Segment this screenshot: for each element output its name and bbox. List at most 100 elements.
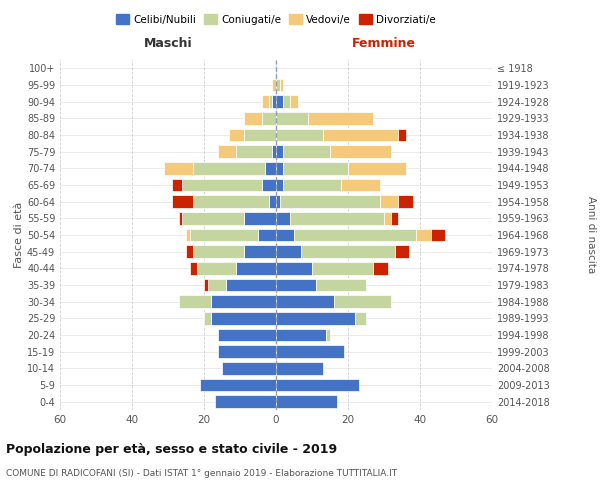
Bar	[211, 312, 276, 324]
Bar	[218, 346, 276, 358]
Bar	[204, 312, 211, 324]
Bar	[280, 196, 380, 208]
Bar	[301, 246, 395, 258]
Bar	[276, 96, 283, 108]
Bar	[276, 229, 294, 241]
Bar	[211, 296, 276, 308]
Bar	[182, 179, 262, 192]
Bar	[290, 96, 298, 108]
Bar	[398, 129, 406, 141]
Bar	[193, 246, 244, 258]
Bar	[215, 396, 276, 408]
Bar	[186, 229, 190, 241]
Text: Femmine: Femmine	[352, 37, 416, 50]
Bar	[276, 296, 334, 308]
Bar	[276, 329, 326, 341]
Bar	[236, 262, 276, 274]
Bar	[312, 262, 373, 274]
Text: Popolazione per età, sesso e stato civile - 2019: Popolazione per età, sesso e stato civil…	[6, 442, 337, 456]
Bar	[262, 112, 276, 124]
Bar	[193, 196, 269, 208]
Bar	[276, 246, 301, 258]
Bar	[276, 279, 316, 291]
Bar	[341, 179, 380, 192]
Bar	[190, 229, 258, 241]
Bar	[236, 146, 272, 158]
Bar	[276, 179, 283, 192]
Bar	[269, 96, 272, 108]
Bar	[197, 262, 236, 274]
Bar	[283, 96, 290, 108]
Bar	[384, 212, 391, 224]
Bar	[276, 146, 283, 158]
Bar	[262, 96, 269, 108]
Bar	[244, 129, 276, 141]
Bar	[193, 162, 265, 174]
Text: Anni di nascita: Anni di nascita	[586, 196, 596, 274]
Bar	[290, 212, 384, 224]
Bar	[269, 196, 276, 208]
Bar	[395, 246, 409, 258]
Bar	[276, 362, 323, 374]
Bar	[334, 296, 391, 308]
Bar	[272, 146, 276, 158]
Legend: Celibi/Nubili, Coniugati/e, Vedovi/e, Divorziati/e: Celibi/Nubili, Coniugati/e, Vedovi/e, Di…	[112, 10, 440, 29]
Bar	[283, 162, 348, 174]
Bar	[373, 262, 388, 274]
Bar	[244, 246, 276, 258]
Bar	[276, 346, 344, 358]
Bar	[208, 279, 226, 291]
Bar	[416, 229, 431, 241]
Bar	[229, 129, 244, 141]
Bar	[326, 329, 330, 341]
Bar	[330, 146, 391, 158]
Bar	[218, 329, 276, 341]
Bar	[355, 312, 366, 324]
Bar	[272, 79, 276, 92]
Bar	[294, 229, 416, 241]
Bar	[172, 179, 182, 192]
Bar	[308, 112, 373, 124]
Bar	[164, 162, 193, 174]
Bar	[186, 246, 193, 258]
Bar	[316, 279, 366, 291]
Bar	[244, 212, 276, 224]
Bar	[276, 379, 359, 391]
Bar	[222, 362, 276, 374]
Bar	[262, 179, 276, 192]
Bar	[276, 396, 337, 408]
Bar	[204, 279, 208, 291]
Bar	[380, 196, 398, 208]
Bar	[179, 212, 182, 224]
Bar	[200, 379, 276, 391]
Bar	[431, 229, 445, 241]
Text: Maschi: Maschi	[143, 37, 193, 50]
Bar	[218, 146, 236, 158]
Bar	[276, 79, 280, 92]
Bar	[276, 162, 283, 174]
Bar	[276, 196, 280, 208]
Bar	[283, 146, 330, 158]
Text: COMUNE DI RADICOFANI (SI) - Dati ISTAT 1° gennaio 2019 - Elaborazione TUTTITALIA: COMUNE DI RADICOFANI (SI) - Dati ISTAT 1…	[6, 469, 397, 478]
Bar	[280, 79, 283, 92]
Bar	[276, 312, 355, 324]
Bar	[179, 296, 211, 308]
Bar	[272, 96, 276, 108]
Bar	[190, 262, 197, 274]
Bar	[276, 262, 312, 274]
Bar	[276, 212, 290, 224]
Bar	[244, 112, 262, 124]
Bar	[348, 162, 406, 174]
Bar	[391, 212, 398, 224]
Bar	[226, 279, 276, 291]
Bar	[283, 179, 341, 192]
Bar	[276, 112, 308, 124]
Bar	[398, 196, 413, 208]
Bar	[323, 129, 398, 141]
Bar	[265, 162, 276, 174]
Y-axis label: Fasce di età: Fasce di età	[14, 202, 24, 268]
Bar	[172, 196, 193, 208]
Bar	[182, 212, 244, 224]
Bar	[258, 229, 276, 241]
Bar	[276, 129, 323, 141]
